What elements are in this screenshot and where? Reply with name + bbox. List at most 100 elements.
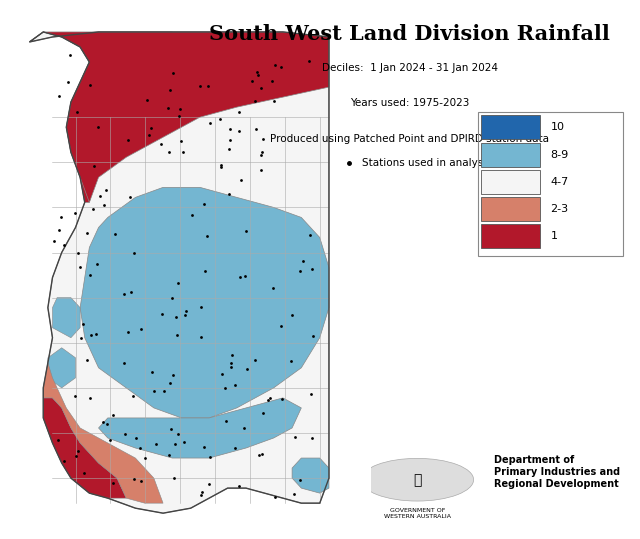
- Point: [295, 266, 305, 275]
- Point: [108, 410, 118, 419]
- Point: [306, 390, 316, 399]
- Point: [88, 205, 99, 213]
- Point: [268, 77, 278, 85]
- Point: [88, 162, 99, 170]
- Point: [71, 451, 81, 460]
- Point: [118, 359, 129, 368]
- Point: [254, 450, 264, 459]
- Text: Department of
Primary Industries and
Regional Development: Department of Primary Industries and Reg…: [494, 455, 620, 489]
- Polygon shape: [52, 298, 80, 338]
- Point: [256, 165, 266, 174]
- Point: [195, 333, 205, 342]
- Point: [70, 392, 80, 400]
- Point: [286, 356, 296, 365]
- Point: [223, 190, 234, 198]
- Point: [129, 475, 140, 483]
- Polygon shape: [29, 32, 329, 513]
- Point: [75, 262, 85, 271]
- Point: [196, 302, 206, 311]
- Point: [226, 363, 236, 372]
- Point: [163, 104, 173, 113]
- Text: 10: 10: [550, 122, 564, 133]
- Polygon shape: [44, 363, 163, 503]
- Point: [265, 394, 275, 403]
- Point: [157, 310, 167, 319]
- Point: [220, 383, 230, 392]
- Point: [110, 230, 120, 239]
- Point: [100, 185, 111, 194]
- Point: [307, 434, 317, 443]
- Point: [92, 259, 102, 268]
- Point: [181, 307, 191, 315]
- Point: [136, 325, 146, 334]
- Point: [227, 359, 237, 368]
- Point: [118, 290, 129, 299]
- Point: [217, 370, 227, 378]
- Text: GOVERNMENT OF
WESTERN AUSTRALIA: GOVERNMENT OF WESTERN AUSTRALIA: [384, 508, 451, 519]
- Text: Years used: 1975-2023: Years used: 1975-2023: [350, 98, 469, 108]
- Point: [70, 209, 80, 218]
- Point: [246, 76, 257, 85]
- Point: [90, 330, 100, 338]
- Polygon shape: [29, 32, 172, 202]
- Point: [257, 134, 268, 143]
- Text: 🦘: 🦘: [413, 473, 422, 487]
- Point: [93, 123, 103, 132]
- Point: [102, 420, 112, 429]
- Point: [99, 201, 109, 209]
- FancyBboxPatch shape: [481, 224, 540, 248]
- Point: [255, 84, 266, 92]
- Point: [205, 118, 216, 127]
- Text: Produced using Patched Point and DPIRD station data: Produced using Patched Point and DPIRD s…: [270, 134, 549, 144]
- Point: [216, 161, 227, 170]
- Point: [196, 491, 207, 500]
- Point: [251, 125, 261, 133]
- Point: [84, 80, 95, 89]
- Point: [269, 96, 279, 105]
- Point: [234, 273, 244, 281]
- Point: [49, 237, 60, 245]
- Point: [168, 370, 178, 379]
- Point: [195, 81, 205, 90]
- Point: [126, 288, 136, 296]
- Point: [197, 488, 207, 496]
- Point: [270, 60, 280, 69]
- Text: 2-3: 2-3: [550, 204, 568, 214]
- Point: [303, 57, 314, 66]
- Point: [164, 378, 175, 387]
- Point: [76, 334, 86, 342]
- Point: [84, 271, 95, 279]
- Point: [216, 162, 226, 171]
- Point: [156, 140, 166, 148]
- Point: [215, 115, 225, 123]
- Point: [73, 447, 83, 455]
- Point: [149, 387, 159, 396]
- Point: [173, 430, 183, 438]
- Point: [170, 440, 180, 448]
- Point: [140, 454, 150, 463]
- Point: [164, 148, 175, 157]
- Point: [186, 210, 196, 219]
- Point: [200, 443, 210, 452]
- Point: [173, 279, 184, 287]
- Point: [53, 225, 63, 234]
- Point: [230, 381, 240, 389]
- Circle shape: [361, 458, 474, 501]
- Point: [270, 493, 280, 501]
- FancyBboxPatch shape: [481, 197, 540, 221]
- Point: [236, 176, 246, 185]
- Point: [166, 294, 177, 303]
- Point: [275, 63, 285, 72]
- Point: [171, 313, 181, 321]
- Point: [221, 417, 231, 426]
- FancyBboxPatch shape: [481, 115, 540, 140]
- Point: [198, 200, 209, 209]
- Point: [253, 71, 263, 79]
- Point: [72, 107, 82, 116]
- Point: [176, 137, 186, 146]
- Point: [164, 86, 175, 94]
- Point: [98, 418, 108, 426]
- Point: [56, 213, 66, 222]
- Point: [122, 328, 132, 336]
- Point: [120, 430, 131, 438]
